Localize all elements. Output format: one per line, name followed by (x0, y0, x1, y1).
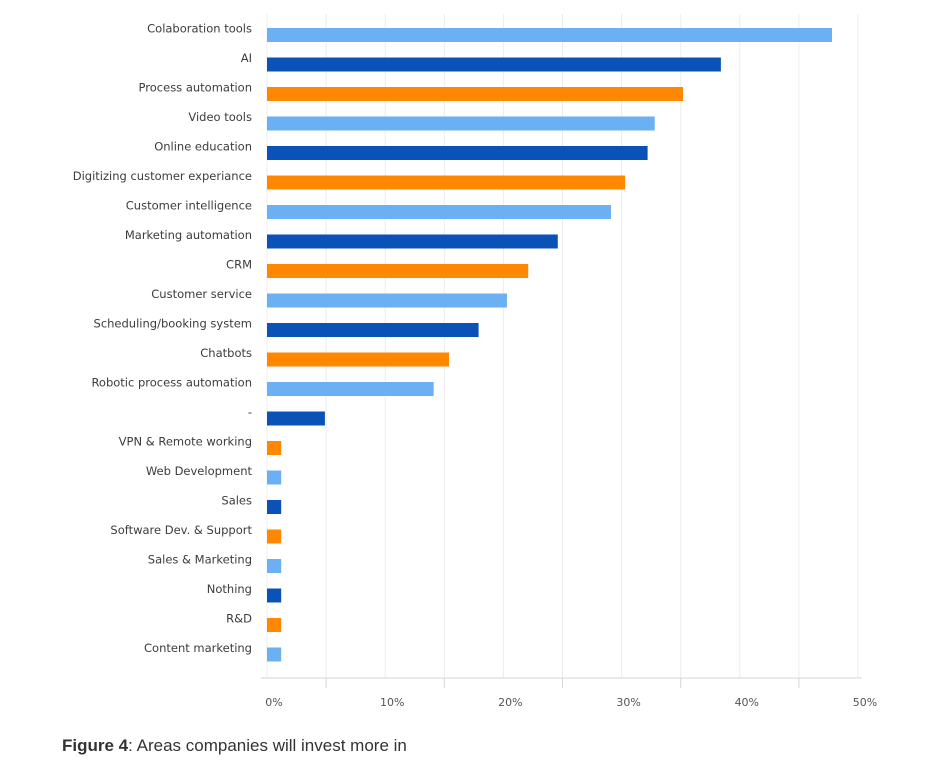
bar (267, 559, 282, 573)
category-label: Software Dev. & Support (110, 523, 252, 537)
figure-caption: Figure 4: Areas companies will invest mo… (62, 736, 407, 756)
x-tick-label: 0% (265, 696, 282, 709)
bar (267, 116, 655, 131)
category-label: Scheduling/booking system (94, 317, 252, 331)
bar (267, 264, 529, 278)
bar (267, 323, 479, 337)
bar (267, 647, 282, 662)
bar (267, 500, 282, 514)
category-label: Chatbots (200, 346, 252, 360)
category-label: Customer intelligence (126, 199, 252, 213)
bar (267, 382, 434, 396)
bar (267, 146, 648, 160)
category-label: Digitizing customer experiance (73, 169, 252, 183)
bar-chart: Colaboration tools AI Process automation Vi… (73, 14, 877, 709)
x-tick-label: 30% (616, 696, 640, 709)
category-label: Content marketing (144, 641, 252, 655)
x-tick-label: 20% (498, 696, 522, 709)
x-axis: 0% 10% 20% 30% 40% 50% (261, 677, 877, 709)
bar (267, 293, 507, 308)
figure-caption-text: : Areas companies will invest more in (128, 736, 407, 755)
bar (267, 470, 282, 485)
category-label: Online education (154, 140, 252, 154)
category-label: Process automation (139, 81, 252, 95)
bar (267, 205, 611, 219)
x-tick-label: 50% (853, 696, 877, 709)
bar (267, 234, 558, 249)
x-tick-label: 10% (380, 696, 404, 709)
category-label: Colaboration tools (147, 22, 252, 36)
bar (267, 618, 282, 632)
category-label: Sales & Marketing (148, 553, 252, 567)
bar (267, 87, 684, 101)
bars (267, 28, 832, 662)
category-label: AI (241, 51, 252, 65)
bar (267, 588, 282, 603)
category-label: Nothing (207, 582, 252, 596)
category-label: Sales (221, 494, 252, 508)
category-label: Robotic process automation (91, 376, 252, 390)
category-label: R&D (226, 612, 252, 626)
category-label: Customer service (151, 287, 252, 301)
category-label: Web Development (146, 464, 253, 478)
category-labels: Colaboration tools AI Process automation Vi… (73, 22, 253, 656)
category-label: Marketing automation (125, 228, 252, 242)
category-label: CRM (226, 258, 252, 272)
category-label: Video tools (188, 110, 252, 124)
category-label: - (248, 405, 252, 419)
bar (267, 28, 832, 42)
bar (267, 175, 626, 190)
grid-lines (266, 14, 859, 678)
bar (267, 411, 325, 426)
category-label: VPN & Remote working (119, 435, 252, 449)
bar (267, 529, 282, 544)
x-tick-label: 40% (735, 696, 759, 709)
bar (267, 57, 721, 72)
figure-caption-label: Figure 4 (62, 736, 129, 755)
bar (267, 352, 450, 367)
bar (267, 441, 282, 455)
